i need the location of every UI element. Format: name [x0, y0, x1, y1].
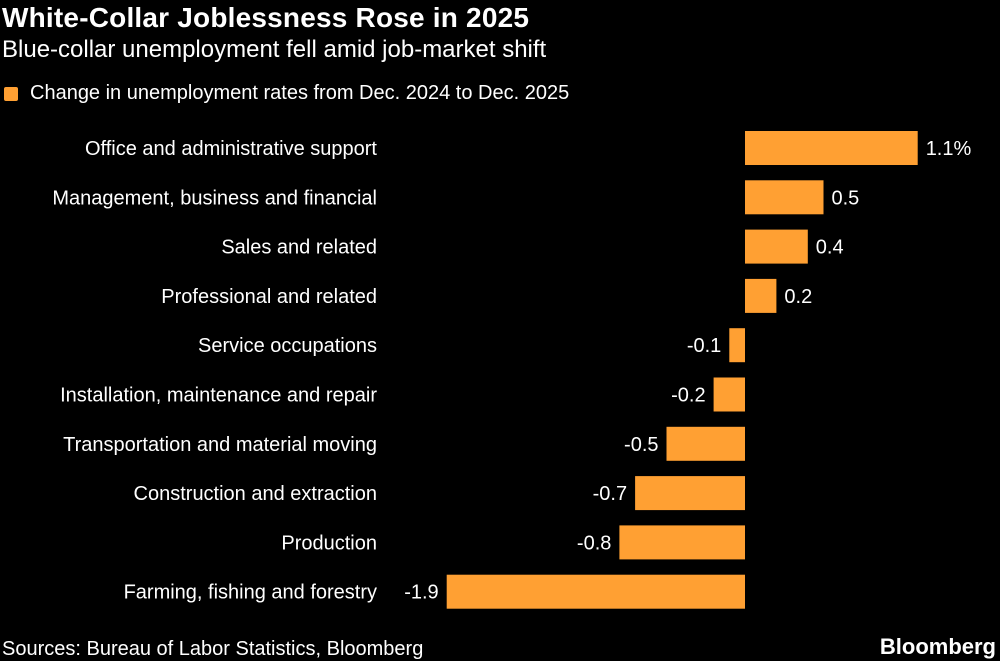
bar	[745, 278, 777, 313]
bar	[619, 525, 745, 560]
category-label: Service occupations	[198, 335, 377, 357]
category-label: Professional and related	[161, 286, 377, 308]
bloomberg-logo: Bloomberg	[879, 634, 996, 659]
category-label: Management, business and financial	[52, 187, 377, 209]
category-label: Farming, fishing and forestry	[124, 582, 377, 604]
bar	[745, 131, 918, 165]
value-label: 0.5	[832, 187, 860, 209]
value-label: 0.4	[816, 237, 844, 259]
value-label: -1.9	[404, 582, 438, 604]
bar	[446, 574, 745, 609]
category-label: Construction and extraction	[134, 483, 377, 505]
category-label: Production	[281, 532, 377, 554]
value-label: -0.1	[687, 335, 721, 357]
value-label: 0.2	[784, 286, 812, 308]
value-label: 1.1%	[926, 138, 972, 160]
legend: Change in unemployment rates from Dec. 2…	[4, 82, 569, 105]
bar	[666, 426, 745, 461]
category-label: Transportation and material moving	[63, 434, 377, 456]
bar	[745, 229, 808, 264]
source-note: Sources: Bureau of Labor Statistics, Blo…	[2, 638, 424, 660]
bar	[713, 377, 745, 412]
legend-swatch	[4, 86, 18, 101]
category-label: Sales and related	[221, 237, 377, 259]
bar	[745, 180, 824, 215]
chart-title: White-Collar Joblessness Rose in 2025	[2, 2, 530, 33]
value-label: -0.2	[671, 385, 705, 407]
category-label: Installation, maintenance and repair	[60, 385, 377, 407]
chart-subtitle: Blue-collar unemployment fell amid job-m…	[2, 36, 547, 63]
value-label: -0.5	[624, 434, 658, 456]
category-label: Office and administrative support	[85, 138, 377, 160]
value-label: -0.7	[593, 483, 627, 505]
value-label: -0.8	[577, 532, 611, 554]
bar	[729, 328, 745, 363]
legend-label: Change in unemployment rates from Dec. 2…	[30, 82, 570, 104]
bar	[635, 476, 745, 511]
